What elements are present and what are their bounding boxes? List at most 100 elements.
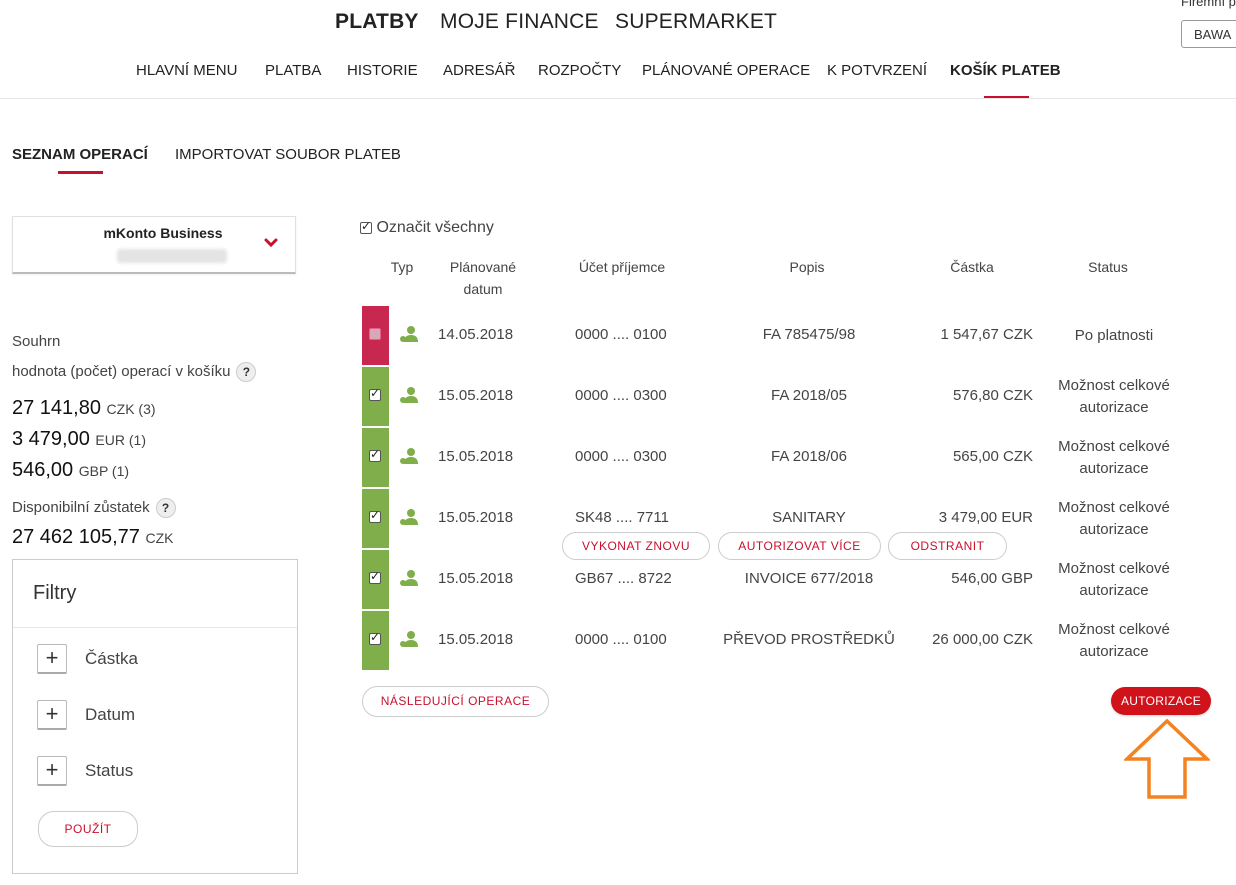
column-header-description: Popis [789, 259, 825, 275]
subnav-rozpocty[interactable]: ROZPOČTY [538, 62, 622, 79]
table-row[interactable]: 15.05.2018 GB67 .... 8722 INVOICE 677/20… [362, 550, 1236, 610]
row-checkbox[interactable] [369, 508, 381, 523]
summary-basket-label: hodnota (počet) operací v košíku? [12, 362, 257, 382]
row-account: 0000 .... 0300 [575, 448, 667, 465]
row-account: 0000 .... 0300 [575, 387, 667, 404]
user-payment-icon [400, 448, 418, 464]
summary-amount-currency: GBP (1) [78, 463, 130, 479]
summary-amount-value: 27 141,80 [12, 397, 101, 419]
row-status-line2: autorizace [1079, 399, 1149, 416]
row-status: Možnost celkové autorizace [1042, 436, 1186, 480]
row-checkbox[interactable] [369, 569, 381, 584]
row-description: FA 785475/98 [762, 326, 856, 343]
row-status-line1: Možnost celkové [1058, 438, 1170, 455]
next-operations-button[interactable]: NÁSLEDUJÍCÍ OPERACE [362, 686, 549, 717]
row-status: Možnost celkové autorizace [1042, 497, 1186, 541]
subnav-platba[interactable]: PLATBA [265, 62, 322, 79]
row-date: 14.05.2018 [438, 326, 514, 343]
corporate-select[interactable]: BAWA [1181, 20, 1236, 48]
table-row[interactable]: 15.05.2018 0000 .... 0300 FA 2018/06 565… [362, 428, 1236, 488]
column-header-type: Typ [390, 259, 414, 275]
row-checkbox[interactable] [369, 328, 381, 340]
row-status-line1: Po platnosti [1074, 327, 1154, 344]
subnav-k-potvrzeni[interactable]: K POTVRZENÍ [827, 62, 928, 79]
arrow-up-outline-icon [1124, 718, 1210, 799]
top-nav-supermarket[interactable]: SUPERMARKET [615, 10, 778, 33]
row-amount: 26 000,00 CZK [932, 631, 1033, 648]
balance-label-text: Disponibilní zůstatek [12, 498, 150, 516]
corporate-label: Firemní p [1181, 0, 1236, 9]
row-date: 15.05.2018 [438, 448, 514, 465]
row-checkbox[interactable] [369, 386, 381, 401]
subnav-planovane-operace[interactable]: PLÁNOVANÉ OPERACE [642, 62, 811, 79]
authorize-button[interactable]: AUTORIZACE [1111, 687, 1211, 715]
row-status: Možnost celkové autorizace [1042, 375, 1186, 419]
row-description: PŘEVOD PROSTŘEDKŮ [723, 631, 895, 648]
select-all-label: Označit všechny [376, 219, 494, 236]
row-status: Možnost celkové autorizace [1042, 558, 1186, 602]
user-payment-icon [400, 631, 418, 647]
top-nav-platby[interactable]: PLATBY [335, 10, 419, 33]
summary-title: Souhrn [12, 333, 61, 350]
row-status: Možnost celkové autorizace [1042, 619, 1186, 663]
row-status-line1: Možnost celkové [1058, 377, 1170, 394]
filter-label-amount: Částka [85, 649, 138, 668]
filters-title: Filtry [33, 582, 77, 604]
select-all[interactable]: Označit všechny [360, 219, 494, 237]
help-icon[interactable]: ? [155, 498, 176, 518]
row-date: 15.05.2018 [438, 570, 514, 587]
expand-amount-filter-button[interactable]: + [37, 644, 67, 674]
tab-active-indicator [58, 171, 103, 174]
balance-amount: 27 462 105,77 [12, 526, 140, 548]
row-checkbox[interactable] [369, 630, 381, 645]
row-status-line2: autorizace [1079, 460, 1149, 477]
subnav-hlavni-menu[interactable]: HLAVNÍ MENU [136, 62, 238, 79]
row-account: SK48 .... 7711 [575, 509, 669, 526]
subnav-kosik-plateb[interactable]: KOŠÍK PLATEB [950, 62, 1061, 79]
delete-button[interactable]: ODSTRANIT [888, 532, 1007, 560]
table-row[interactable]: 15.05.2018 SK48 .... 7711 SANITARY 3 479… [362, 489, 1236, 549]
table-row[interactable]: 15.05.2018 0000 .... 0100 PŘEVOD PROSTŘE… [362, 611, 1236, 671]
row-date: 15.05.2018 [438, 387, 514, 404]
column-header-date: Plánované datum [433, 256, 533, 300]
apply-filters-button[interactable]: POUŽÍT [38, 811, 138, 847]
expand-status-filter-button[interactable]: + [37, 756, 67, 786]
row-status-line1: Možnost celkové [1058, 621, 1170, 638]
filter-label-date: Datum [85, 705, 136, 724]
row-status-line1: Možnost celkové [1058, 499, 1170, 516]
row-checkbox[interactable] [369, 447, 381, 462]
column-header-date-line1: Plánované [449, 259, 517, 275]
execute-again-button[interactable]: VYKONAT ZNOVU [562, 532, 710, 560]
tab-seznam-operaci[interactable]: SEZNAM OPERACÍ [12, 146, 148, 163]
top-nav-moje-finance[interactable]: MOJE FINANCE [440, 10, 599, 33]
summary-basket-label-text: hodnota (počet) operací v košíku [12, 362, 231, 380]
summary-amount-value: 3 479,00 [12, 428, 90, 450]
select-all-checkbox[interactable] [360, 219, 372, 234]
account-select[interactable]: mKonto Business [12, 216, 296, 274]
subnav-active-indicator [984, 96, 1029, 99]
row-status-line2: autorizace [1079, 643, 1149, 660]
account-name: mKonto Business [103, 225, 223, 241]
filters-panel: Filtry + Částka + Datum + Status POUŽÍT [12, 559, 298, 874]
balance-value: 27 462 105,77 CZK [12, 526, 173, 549]
balance-currency: CZK [145, 530, 174, 546]
authorize-more-button[interactable]: AUTORIZOVAT VÍCE [718, 532, 881, 560]
top-nav: PLATBY MOJE FINANCE SUPERMARKET [0, 8, 1236, 38]
row-status: Po platnosti [1042, 325, 1186, 347]
subnav-historie[interactable]: HISTORIE [347, 62, 418, 79]
help-icon[interactable]: ? [236, 362, 257, 382]
subnav-adresar[interactable]: ADRESÁŘ [443, 62, 516, 79]
tab-importovat-soubor[interactable]: IMPORTOVAT SOUBOR PLATEB [175, 146, 401, 163]
expand-date-filter-button[interactable]: + [37, 700, 67, 730]
table-row[interactable]: 15.05.2018 0000 .... 0300 FA 2018/05 576… [362, 367, 1236, 427]
header-divider [0, 98, 1236, 99]
table-row[interactable]: 14.05.2018 0000 .... 0100 FA 785475/98 1… [362, 306, 1236, 366]
user-payment-icon [400, 326, 418, 342]
row-amount: 3 479,00 EUR [938, 509, 1033, 526]
filters-divider [13, 627, 297, 628]
column-header-account: Účet příjemce [578, 259, 666, 275]
chevron-down-icon[interactable] [263, 235, 279, 251]
row-status-line2: autorizace [1079, 521, 1149, 538]
column-header-date-line2: datum [463, 281, 503, 297]
summary-amount-currency: CZK (3) [106, 401, 156, 417]
